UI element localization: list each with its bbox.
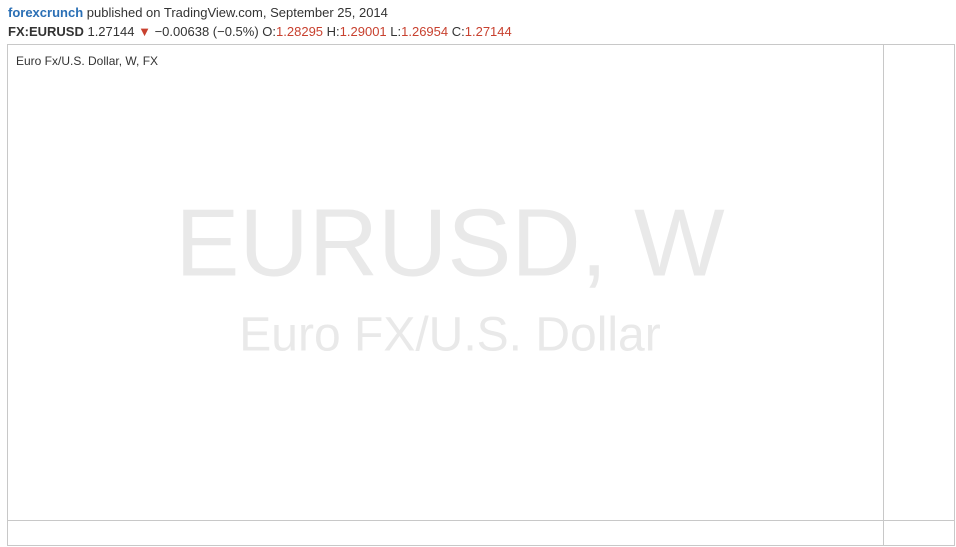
change: −0.00638 (−0.5%) [154,24,259,39]
watermark: EURUSD, W [175,189,725,296]
ohlc-key: C: [451,24,465,39]
header-line: forexcrunch published on TradingView.com… [8,3,512,22]
chart-title: Euro Fx/U.S. Dollar, W, FX [16,54,158,68]
arrow: ▼ [138,24,151,39]
ohlc-value: 1.28295 [276,24,324,39]
last: 1.27144 [87,24,135,39]
header: forexcrunch published on TradingView.com… [8,3,512,41]
quote-line: FX:EURUSD 1.27144 ▼ −0.00638 (−0.5%) O:1… [8,22,512,41]
symbol: FX:EURUSD [8,24,84,39]
ohlc-key: H: [326,24,340,39]
watermark: Euro FX/U.S. Dollar [239,309,660,362]
ohlc-key: L: [390,24,402,39]
ohlc-key: O: [262,24,277,39]
ohlc-value: 1.29001 [339,24,387,39]
chart-frame [7,44,955,546]
published: published on TradingView.com, September … [86,5,388,20]
ohlc-value: 1.27144 [464,24,512,39]
author[interactable]: forexcrunch [8,5,84,20]
ohlc-value: 1.26954 [401,24,449,39]
